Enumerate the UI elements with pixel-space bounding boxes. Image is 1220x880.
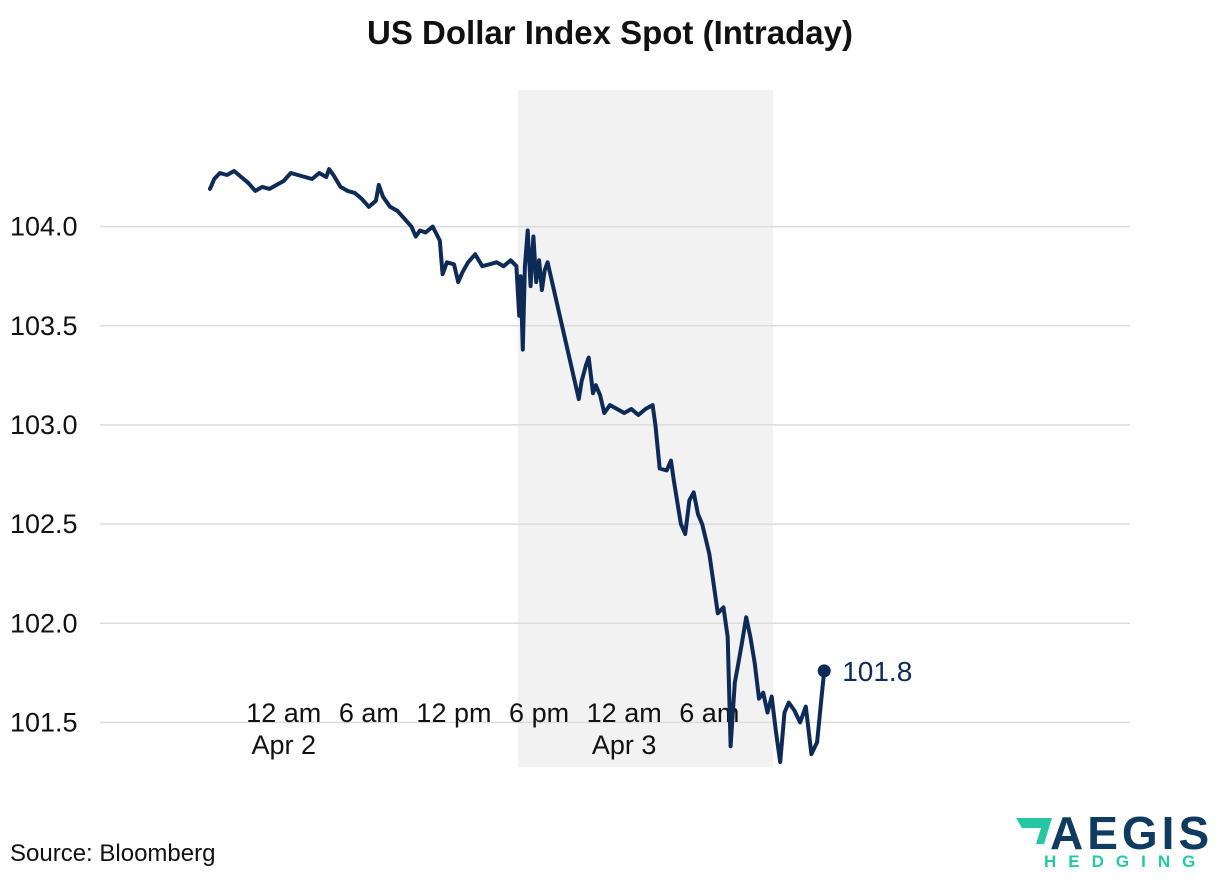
logo-sub-text: HEDGING [1044,852,1208,871]
y-tick-label: 103.5 [10,311,78,341]
y-tick-label: 103.0 [10,410,78,440]
y-tick-label: 102.5 [10,509,78,539]
y-tick-label: 104.0 [10,212,78,242]
end-value-label: 101.8 [842,656,912,687]
x-tick-label: 12 pm [416,698,491,728]
x-tick-sublabel: Apr 3 [592,730,657,760]
series-line [208,167,827,765]
chart-title: US Dollar Index Spot (Intraday) [367,14,853,51]
aegis-hedging-logo: AEGIS HEDGING [1014,807,1214,872]
shaded-region [517,90,774,768]
x-tick-label: 6 pm [509,698,569,728]
x-tick-label: 6 am [339,698,399,728]
logo-mark-icon [1016,818,1052,844]
logo-main-text: AEGIS [1050,807,1214,859]
x-tick-label: 12 am [587,698,662,728]
x-tick-sublabel: Apr 2 [251,730,316,760]
y-tick-label: 101.5 [10,707,78,737]
source-note: Source: Bloomberg [10,840,216,867]
end-point-marker [817,664,831,678]
x-tick-label: 12 am [246,698,321,728]
y-tick-label: 102.0 [10,608,78,638]
